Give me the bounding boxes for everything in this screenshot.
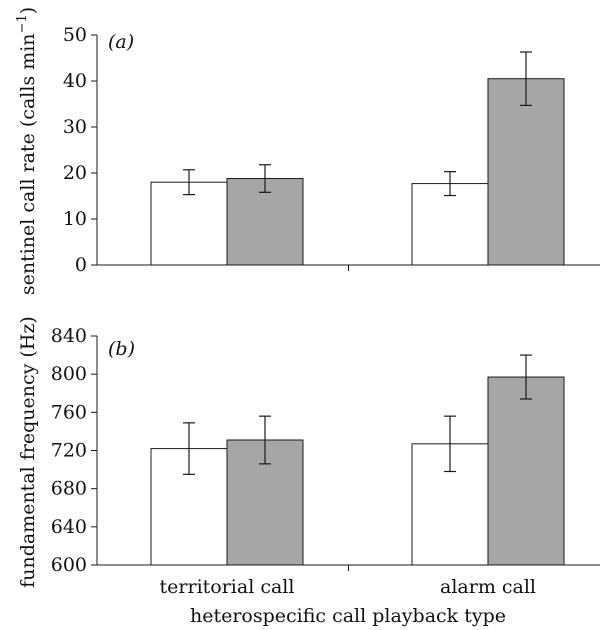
panel-a-y-tick-label: 20 bbox=[63, 162, 87, 184]
x-category-label: alarm call bbox=[440, 576, 536, 598]
panel-a-chart: (a) sentinel call rate (calls min−1) 0 10… bbox=[15, 7, 600, 295]
panel-b-bar bbox=[487, 376, 565, 566]
panel-b-y-tick-label: 640 bbox=[51, 516, 87, 538]
x-axis-title: heterospecific call playback type bbox=[190, 605, 506, 627]
panel-b-y-tick-label: 760 bbox=[51, 401, 87, 423]
panel-b-y-tick-label: 680 bbox=[51, 478, 87, 500]
panel-b-label: (b) bbox=[108, 338, 135, 360]
panel-a-y-axis-title: sentinel call rate (calls min−1) bbox=[15, 7, 39, 295]
panel-b-y-tick-label: 840 bbox=[51, 325, 87, 347]
panel-a-bar bbox=[487, 78, 565, 266]
panel-b-y-tick-label: 720 bbox=[51, 440, 87, 462]
panel-a-y-axis-title-end: ) bbox=[17, 7, 39, 14]
panel-b-y-tick-label: 600 bbox=[51, 554, 87, 576]
panel-a-y-tick-label: 40 bbox=[63, 70, 87, 92]
panel-a-y-tick-label: 10 bbox=[63, 208, 87, 230]
panel-b-y-tick-label: 800 bbox=[51, 363, 87, 385]
x-category-label: territorial call bbox=[160, 576, 295, 598]
panel-a-y-tick-label: 30 bbox=[63, 116, 87, 138]
panel-a-y-axis-title-sup: −1 bbox=[15, 14, 30, 33]
panel-a-y-tick-label: 50 bbox=[63, 24, 87, 46]
panel-a-label: (a) bbox=[108, 31, 134, 53]
panel-b-chart: (b) fundamental frequency (Hz) 600 640 680… bbox=[17, 316, 600, 598]
panel-b-y-axis-title: fundamental frequency (Hz) bbox=[17, 316, 39, 588]
panel-a-y-tick-label: 0 bbox=[75, 254, 87, 276]
panel-a-bar bbox=[226, 178, 304, 266]
